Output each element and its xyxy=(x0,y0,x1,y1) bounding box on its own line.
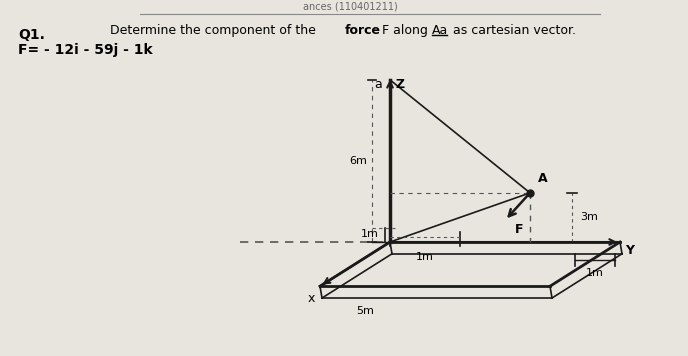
Text: Aa: Aa xyxy=(432,24,449,37)
Text: ances (110401211): ances (110401211) xyxy=(303,1,398,11)
Text: 3m: 3m xyxy=(580,213,598,222)
Text: 6m: 6m xyxy=(349,156,367,166)
Text: as cartesian vector.: as cartesian vector. xyxy=(449,24,576,37)
Text: 1m: 1m xyxy=(416,252,434,262)
Text: Y: Y xyxy=(625,244,634,257)
Text: 1m: 1m xyxy=(361,229,379,239)
Text: F along: F along xyxy=(378,24,432,37)
Text: Q1.: Q1. xyxy=(18,28,45,42)
Text: a: a xyxy=(374,78,382,91)
Text: force: force xyxy=(345,24,381,37)
Text: Determine the component of the: Determine the component of the xyxy=(110,24,320,37)
Text: x: x xyxy=(308,292,315,305)
Text: A: A xyxy=(538,172,548,185)
Text: 1m: 1m xyxy=(586,268,604,278)
Text: F: F xyxy=(515,223,524,236)
Text: F= - 12i - 59j - 1k: F= - 12i - 59j - 1k xyxy=(18,43,153,57)
Text: 5m: 5m xyxy=(356,306,374,316)
Text: Z: Z xyxy=(396,78,405,91)
